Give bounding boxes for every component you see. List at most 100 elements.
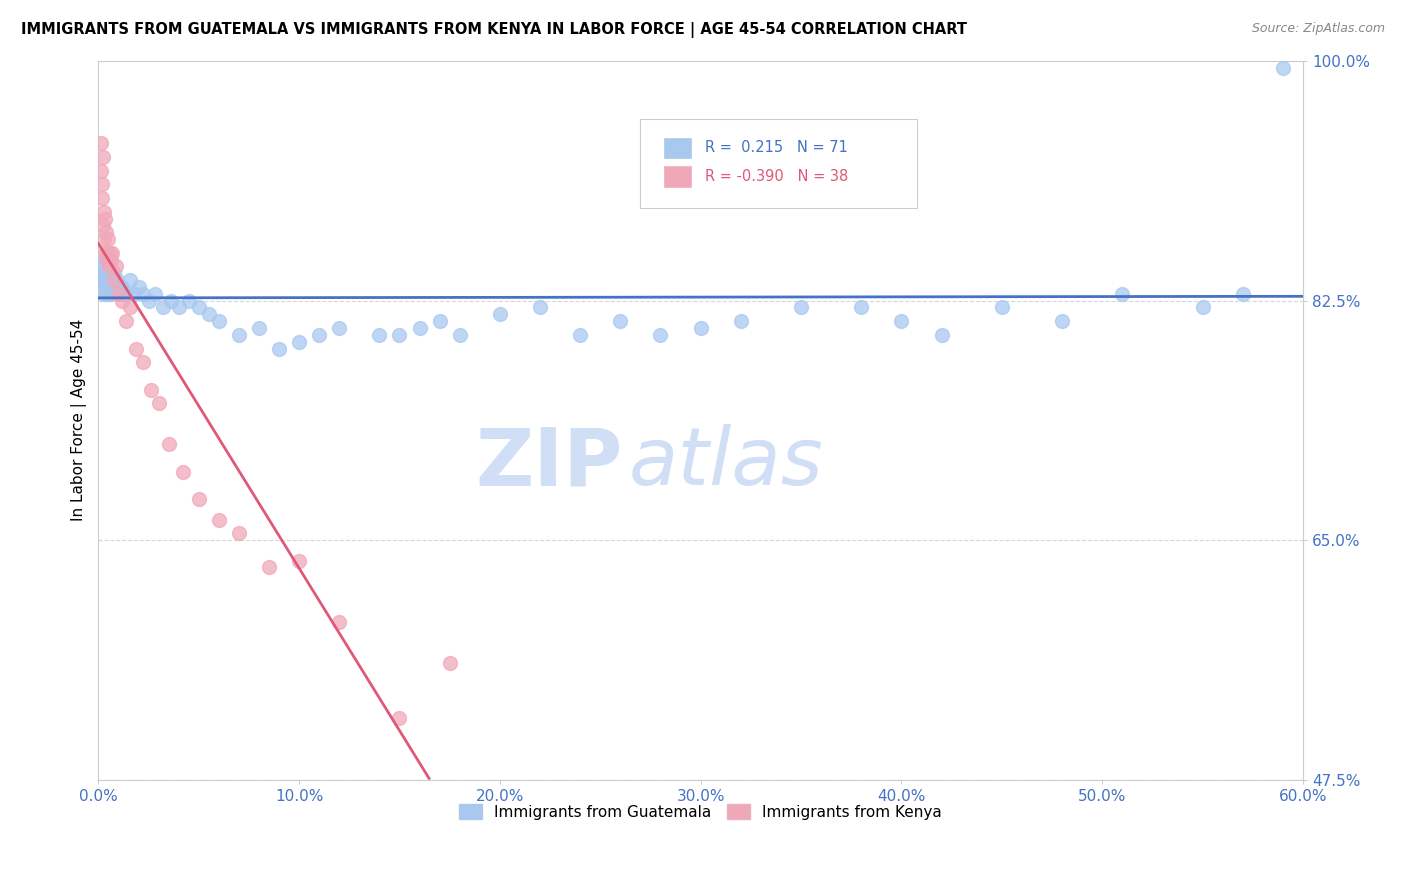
Point (143, 286, 166, 301)
Point (103, 273, 125, 287)
Point (98, 260, 121, 274)
Point (94, 280, 117, 294)
Point (91, 178, 114, 192)
Point (93, 232, 115, 246)
Point (96, 273, 118, 287)
Point (288, 554, 311, 568)
Point (228, 327, 250, 342)
Text: R =  0.215   N = 71: R = 0.215 N = 71 (706, 140, 848, 155)
Point (1271, 61, 1294, 75)
Point (187, 301, 209, 315)
Point (187, 491, 209, 506)
Point (247, 321, 270, 335)
Point (91, 266, 114, 280)
Point (97, 232, 120, 246)
Point (115, 314, 138, 328)
Point (98, 286, 121, 301)
Point (197, 307, 219, 321)
Point (388, 711, 411, 725)
Point (308, 327, 330, 342)
Point (107, 286, 129, 301)
Point (93, 273, 115, 287)
Point (931, 327, 953, 342)
Point (96, 245, 118, 260)
Point (990, 301, 1012, 315)
Point (208, 314, 231, 328)
Point (90, 163, 112, 178)
Point (890, 314, 912, 328)
Text: IMMIGRANTS FROM GUATEMALA VS IMMIGRANTS FROM KENYA IN LABOR FORCE | AGE 45-54 CO: IMMIGRANTS FROM GUATEMALA VS IMMIGRANTS … (21, 22, 967, 38)
Point (328, 615, 350, 630)
Point (100, 280, 122, 294)
Point (91, 191, 114, 205)
Point (138, 293, 160, 308)
Point (139, 383, 162, 397)
Point (131, 286, 153, 301)
Point (408, 321, 430, 335)
Point (429, 314, 451, 328)
Point (94, 245, 117, 260)
Point (103, 273, 125, 287)
Point (94, 273, 117, 287)
Point (157, 437, 180, 451)
Point (172, 465, 194, 479)
Point (177, 293, 200, 308)
Point (104, 273, 127, 287)
Point (103, 266, 125, 280)
Point (93, 266, 115, 280)
FancyBboxPatch shape (665, 166, 690, 186)
Point (93, 219, 115, 233)
Point (91, 260, 114, 274)
Point (107, 280, 129, 294)
Point (97, 273, 120, 287)
Point (851, 301, 873, 315)
Point (449, 327, 471, 342)
Point (125, 342, 148, 356)
Point (94, 252, 117, 267)
Point (100, 252, 122, 267)
Point (97, 286, 120, 301)
Point (101, 280, 124, 294)
Point (569, 327, 592, 342)
Point (730, 314, 752, 328)
Point (94, 225, 117, 239)
Point (107, 273, 129, 287)
Point (267, 342, 290, 356)
Point (228, 526, 250, 541)
Point (152, 301, 174, 315)
Point (131, 355, 153, 369)
Point (115, 286, 138, 301)
Point (120, 273, 142, 287)
Point (98, 266, 121, 280)
Point (790, 301, 813, 315)
Point (388, 327, 411, 342)
Point (96, 252, 118, 267)
Point (148, 396, 170, 410)
Text: R = -0.390   N = 38: R = -0.390 N = 38 (706, 169, 849, 184)
Point (111, 280, 134, 294)
Point (1050, 314, 1073, 328)
Point (328, 321, 350, 335)
FancyBboxPatch shape (665, 137, 690, 158)
Point (105, 280, 128, 294)
Point (90, 273, 112, 287)
Point (101, 245, 124, 260)
Point (159, 293, 181, 308)
Legend: Immigrants from Guatemala, Immigrants from Kenya: Immigrants from Guatemala, Immigrants fr… (453, 797, 948, 826)
Point (100, 245, 122, 260)
Point (96, 286, 118, 301)
Point (124, 286, 146, 301)
Point (1191, 301, 1213, 315)
Point (111, 293, 134, 308)
Point (529, 301, 551, 315)
Point (105, 260, 128, 274)
Point (96, 266, 118, 280)
FancyBboxPatch shape (640, 119, 918, 209)
Point (689, 321, 711, 335)
Point (650, 327, 672, 342)
Point (1111, 286, 1133, 301)
Point (128, 280, 150, 294)
Point (167, 301, 190, 315)
Y-axis label: In Labor Force | Age 45-54: In Labor Force | Age 45-54 (72, 319, 87, 522)
Point (110, 286, 132, 301)
